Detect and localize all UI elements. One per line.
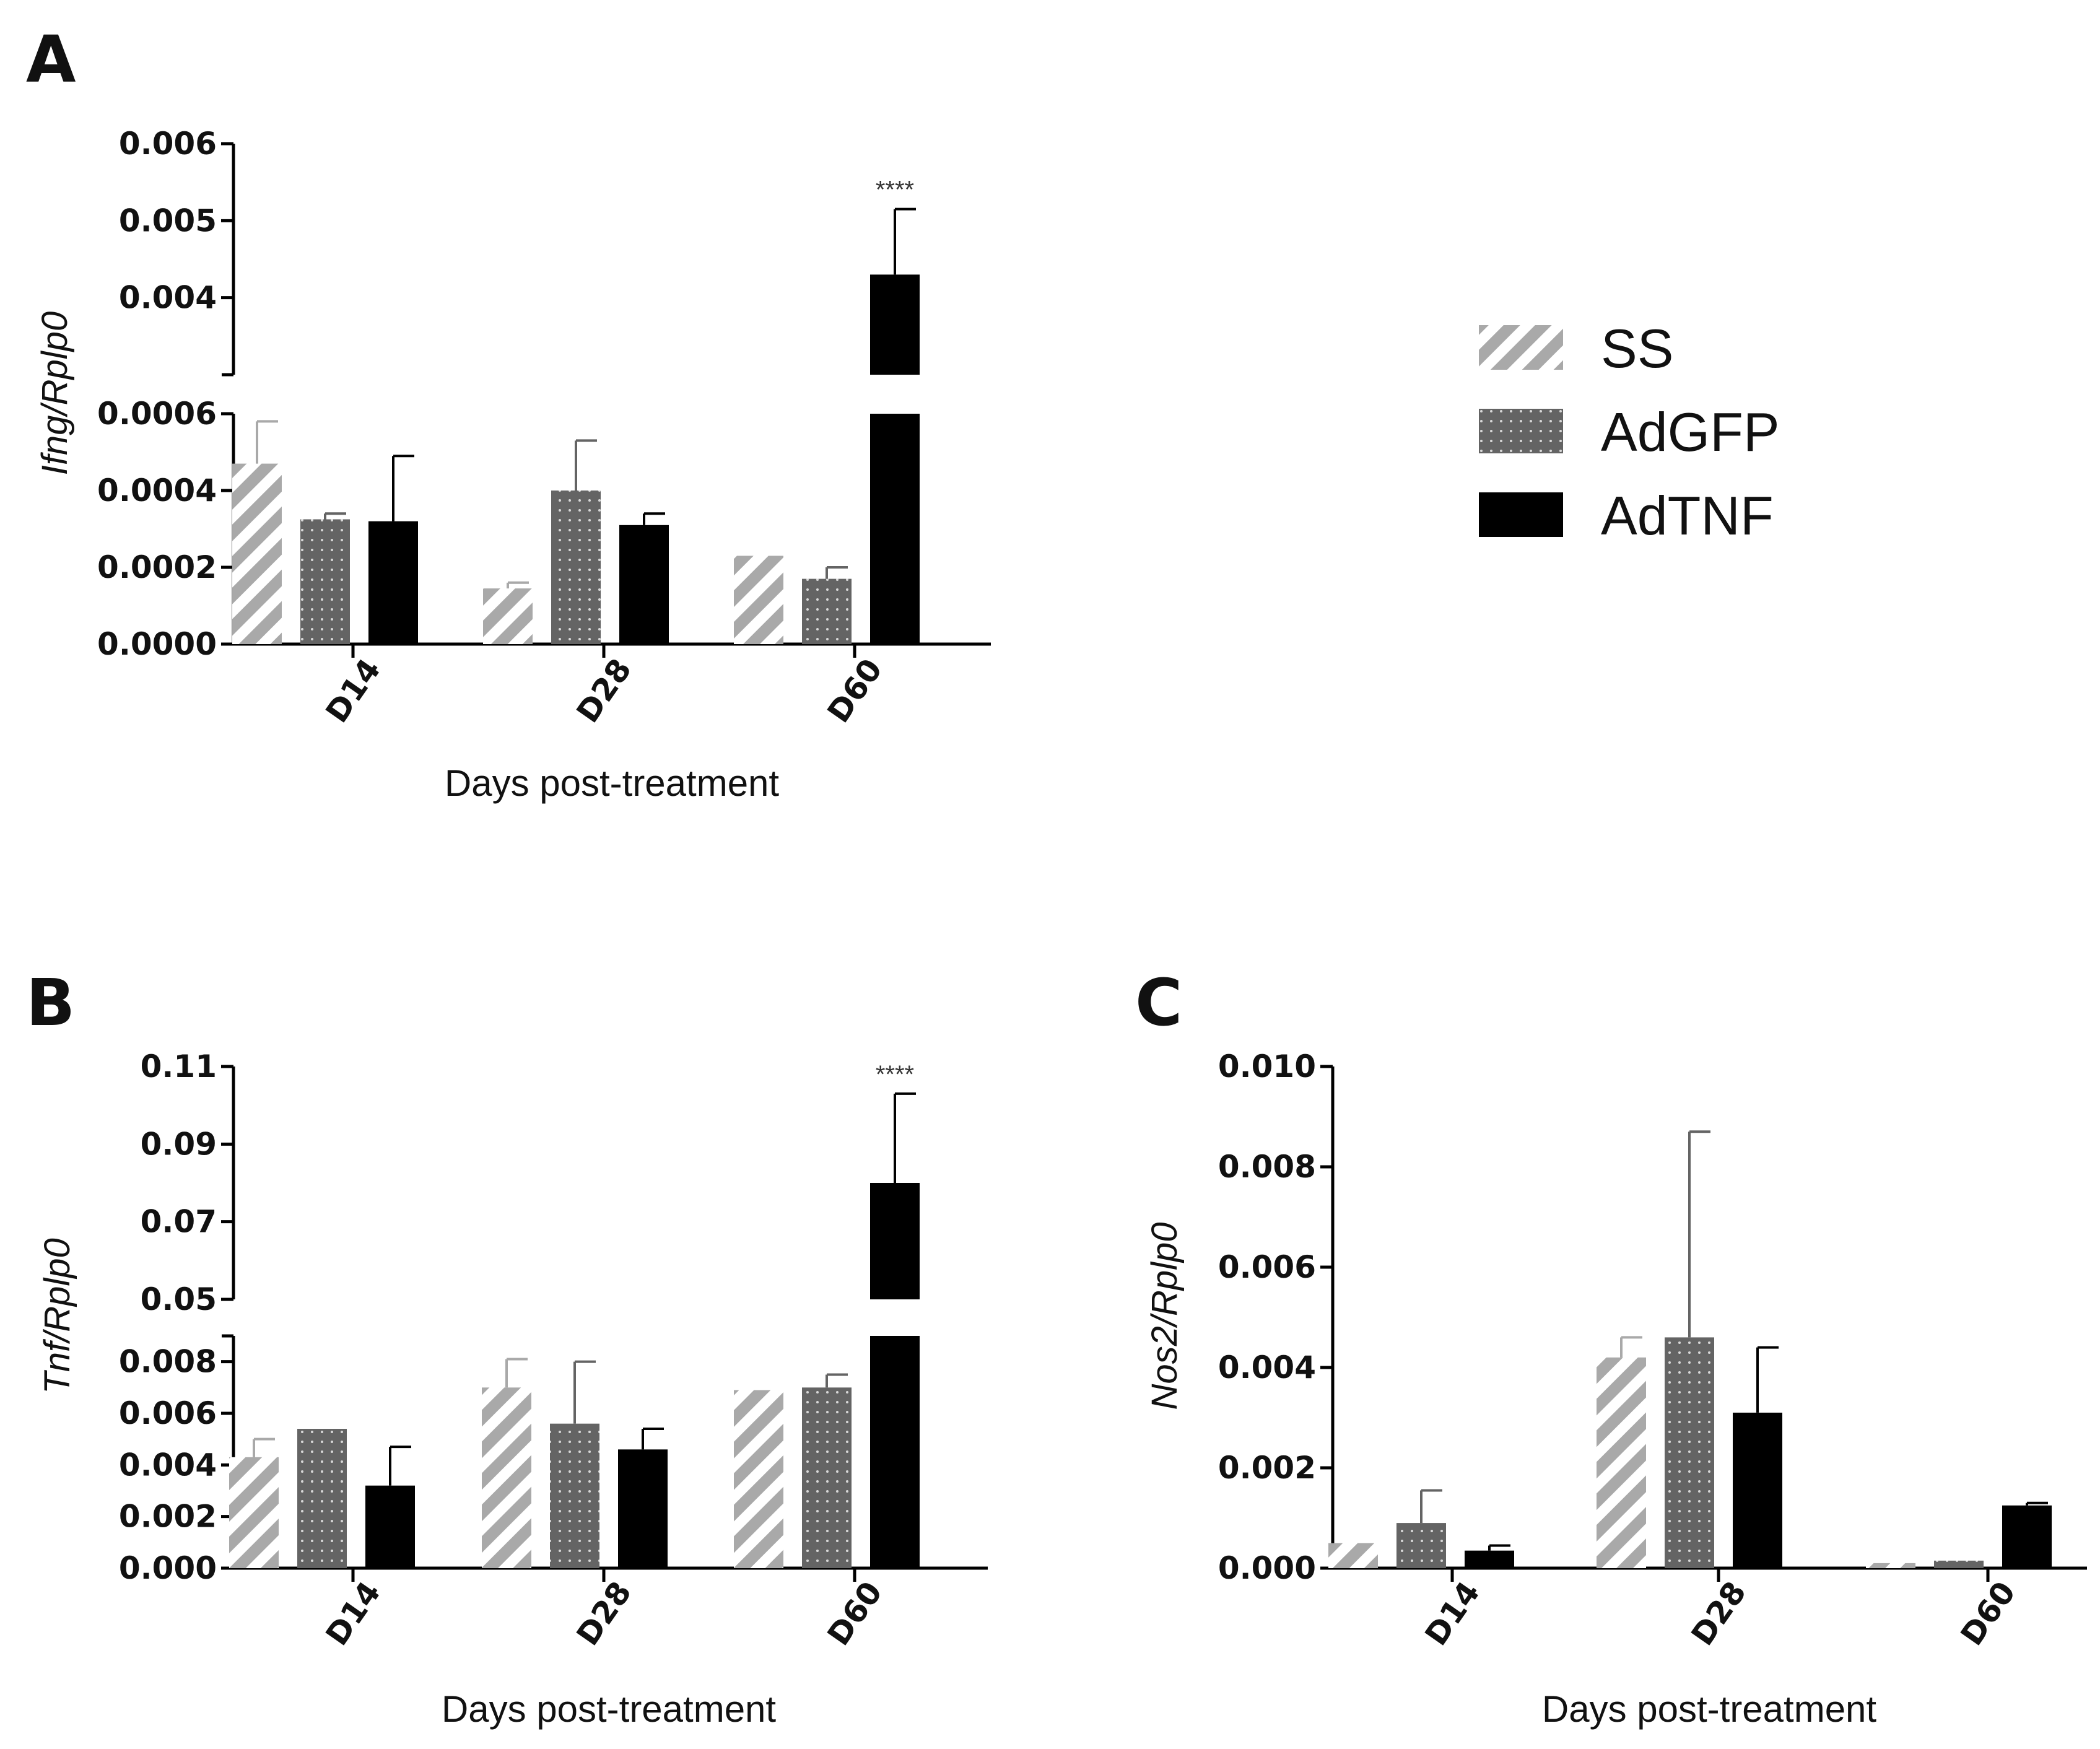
- bar-adgfp-d60: [802, 578, 852, 644]
- legend-swatch-ss: [1479, 325, 1563, 370]
- x-tick-label: D60: [821, 1575, 889, 1652]
- y-tick-label: 0.000: [119, 1550, 217, 1586]
- y-label-gene: Tnf: [37, 1338, 77, 1394]
- x-tick-label: D28: [570, 652, 638, 729]
- legend-swatch-adgfp: [1479, 409, 1563, 453]
- bar-adtnf-d14: [365, 1485, 415, 1568]
- y-tick-label: 0.0006: [97, 396, 217, 432]
- bar-adgfp-d14: [1396, 1523, 1446, 1568]
- legend: SS AdGFP AdTNF: [1479, 318, 1780, 546]
- y-axis-label: Nos2/Rplp0: [1144, 1222, 1185, 1410]
- y-tick-label: 0.002: [1218, 1450, 1316, 1486]
- panel-c-chart: Nos2/Rplp0 Days post-treatment 0.000 0.00…: [1144, 1049, 2087, 1730]
- y-tick-label: 0.11: [141, 1049, 217, 1084]
- bar-adgfp-d28: [1665, 1337, 1714, 1568]
- significance-annotation: ****: [876, 177, 914, 204]
- y-axis-label: Tnf/Rplp0: [37, 1238, 77, 1394]
- bar-adtnf-d28: [618, 1449, 668, 1568]
- bar-ss-d28: [483, 588, 533, 644]
- y-tick-label: 0.004: [119, 280, 217, 316]
- x-tick-label: D14: [319, 652, 388, 729]
- y-tick-label: 0.0000: [97, 626, 217, 662]
- bar-ss-d14: [1328, 1543, 1378, 1568]
- x-tick-label: D14: [319, 1575, 388, 1652]
- bar-ss-d60: [734, 1390, 783, 1568]
- y-tick-label: 0.004: [1218, 1350, 1316, 1385]
- y-tick-label: 0.0002: [97, 549, 217, 585]
- y-tick-label: 0.07: [141, 1204, 217, 1240]
- y-tick-label: 0.0004: [97, 473, 217, 508]
- y-tick-label: 0.004: [119, 1447, 217, 1483]
- bar-adgfp-d60: [1934, 1560, 1984, 1568]
- legend-label-adtnf: AdTNF: [1601, 485, 1774, 546]
- bar-adtnf-d14: [1465, 1550, 1514, 1568]
- y-tick-label: 0.002: [119, 1499, 217, 1535]
- bar-adtnf-d60: [870, 414, 920, 644]
- panel-a-chart: Ifng/Rplp0 Days post-treatment 0.0000 0.0…: [35, 126, 991, 804]
- y-tick-label: 0.006: [119, 126, 217, 162]
- legend-label-ss: SS: [1601, 318, 1673, 379]
- x-tick-label: D60: [1954, 1575, 2023, 1652]
- bar-ss-d28: [1597, 1357, 1646, 1568]
- bar-adtnf-d28: [1733, 1412, 1782, 1568]
- panel-label-b: B: [26, 965, 75, 1040]
- y-label-gene: Ifng: [35, 415, 75, 475]
- legend-label-adgfp: AdGFP: [1601, 401, 1780, 463]
- x-axis-label: Days post-treatment: [445, 762, 780, 804]
- y-axis-label: Ifng/Rplp0: [35, 312, 75, 475]
- y-label-ref: /Rplp0: [1144, 1222, 1185, 1328]
- bar-adgfp-d60: [802, 1387, 852, 1568]
- y-tick-label: 0.005: [119, 203, 217, 238]
- y-label-ref: /Rplp0: [37, 1238, 77, 1345]
- y-tick-label: 0.09: [141, 1126, 217, 1162]
- bar-adtnf-d28: [619, 525, 669, 644]
- bar-ss-d14: [232, 463, 282, 644]
- bar-ss-d60: [1866, 1563, 1915, 1568]
- x-axis-label: Days post-treatment: [442, 1688, 777, 1730]
- y-tick-label: 0.05: [141, 1281, 217, 1317]
- x-tick-label: D14: [1418, 1575, 1487, 1652]
- x-axis-label: Days post-treatment: [1542, 1688, 1877, 1730]
- y-tick-label: 0.006: [1218, 1249, 1316, 1285]
- y-tick-label: 0.000: [1218, 1550, 1316, 1586]
- bar-adtnf-d60: [2002, 1505, 2052, 1568]
- significance-annotation: ****: [876, 1061, 914, 1088]
- legend-swatch-adtnf: [1479, 492, 1563, 537]
- y-label-gene: Nos2: [1144, 1326, 1185, 1410]
- bar-ss-d60: [734, 556, 783, 644]
- x-tick-label: D28: [1684, 1575, 1753, 1652]
- y-label-ref: /Rplp0: [35, 312, 75, 418]
- bar-adtnf-d60: [870, 1183, 920, 1299]
- panel-b-chart: Tnf/Rplp0 Days post-treatment 0.000 0.002…: [37, 1049, 988, 1730]
- x-tick-label: D60: [821, 652, 889, 729]
- bar-adtnf-d14: [368, 521, 418, 644]
- bar-adgfp-d28: [550, 1423, 599, 1568]
- y-tick-label: 0.006: [119, 1395, 217, 1431]
- y-tick-label: 0.008: [119, 1344, 217, 1380]
- bar-adgfp-d14: [300, 519, 350, 644]
- bar-ss-d14: [229, 1457, 279, 1568]
- bar-ss-d28: [482, 1387, 531, 1568]
- bar-adtnf-d60: [870, 1336, 920, 1568]
- bar-adtnf-d60: [870, 274, 920, 375]
- panel-label-c: C: [1135, 965, 1182, 1040]
- y-tick-label: 0.008: [1218, 1149, 1316, 1185]
- x-tick-label: D28: [570, 1575, 638, 1652]
- bar-adgfp-d28: [551, 491, 601, 644]
- bar-adgfp-d14: [297, 1429, 347, 1568]
- panel-label-a: A: [26, 22, 76, 97]
- y-tick-label: 0.010: [1218, 1049, 1316, 1084]
